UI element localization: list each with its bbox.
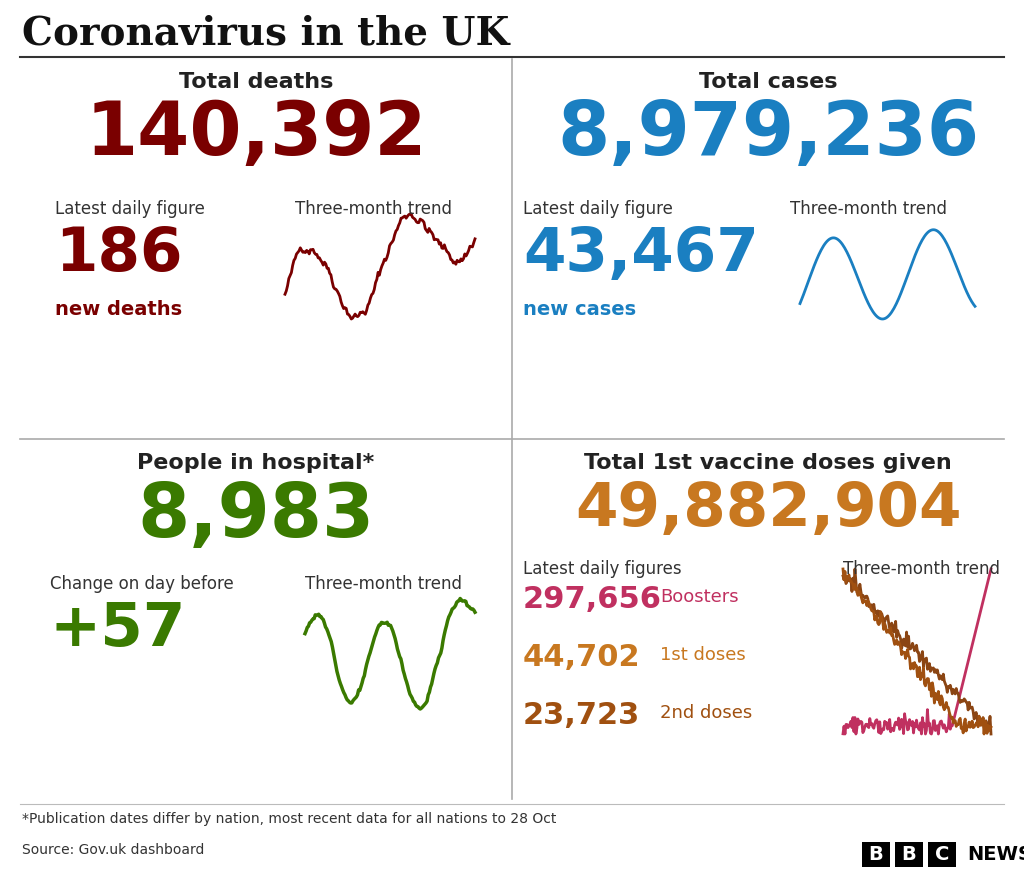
Text: Three-month trend: Three-month trend — [295, 200, 452, 218]
Text: 23,723: 23,723 — [523, 700, 640, 729]
Text: 49,882,904: 49,882,904 — [574, 479, 962, 538]
Text: 43,467: 43,467 — [523, 225, 759, 284]
Text: 44,702: 44,702 — [523, 643, 641, 672]
Text: 1st doses: 1st doses — [660, 645, 745, 663]
Text: Latest daily figure: Latest daily figure — [55, 200, 205, 218]
Text: Change on day before: Change on day before — [50, 574, 233, 593]
Text: 2nd doses: 2nd doses — [660, 703, 753, 721]
Text: Total cases: Total cases — [698, 72, 838, 92]
Text: People in hospital*: People in hospital* — [137, 452, 375, 472]
FancyBboxPatch shape — [862, 842, 890, 867]
Text: 8,983: 8,983 — [137, 479, 375, 552]
Text: Three-month trend: Three-month trend — [305, 574, 462, 593]
Text: Latest daily figure: Latest daily figure — [523, 200, 673, 218]
Text: 297,656: 297,656 — [523, 585, 662, 614]
FancyBboxPatch shape — [895, 842, 923, 867]
Text: Three-month trend: Three-month trend — [790, 200, 947, 218]
Text: 8,979,236: 8,979,236 — [557, 97, 979, 171]
Text: +57: +57 — [50, 600, 186, 658]
Text: Source: Gov.uk dashboard: Source: Gov.uk dashboard — [22, 842, 205, 856]
Text: Coronavirus in the UK: Coronavirus in the UK — [22, 14, 509, 52]
Text: 140,392: 140,392 — [85, 97, 427, 171]
Text: B: B — [868, 845, 884, 864]
Text: Total deaths: Total deaths — [179, 72, 333, 92]
Text: Latest daily figures: Latest daily figures — [523, 559, 682, 578]
Text: 186: 186 — [55, 225, 182, 284]
Text: *Publication dates differ by nation, most recent data for all nations to 28 Oct: *Publication dates differ by nation, mos… — [22, 811, 556, 825]
Text: B: B — [901, 845, 916, 864]
Text: C: C — [935, 845, 949, 864]
Text: Total 1st vaccine doses given: Total 1st vaccine doses given — [584, 452, 952, 472]
Text: new deaths: new deaths — [55, 299, 182, 319]
Text: NEWS: NEWS — [967, 845, 1024, 864]
Text: new cases: new cases — [523, 299, 636, 319]
FancyBboxPatch shape — [928, 842, 956, 867]
Text: Three-month trend: Three-month trend — [843, 559, 1000, 578]
Text: Boosters: Boosters — [660, 587, 738, 605]
